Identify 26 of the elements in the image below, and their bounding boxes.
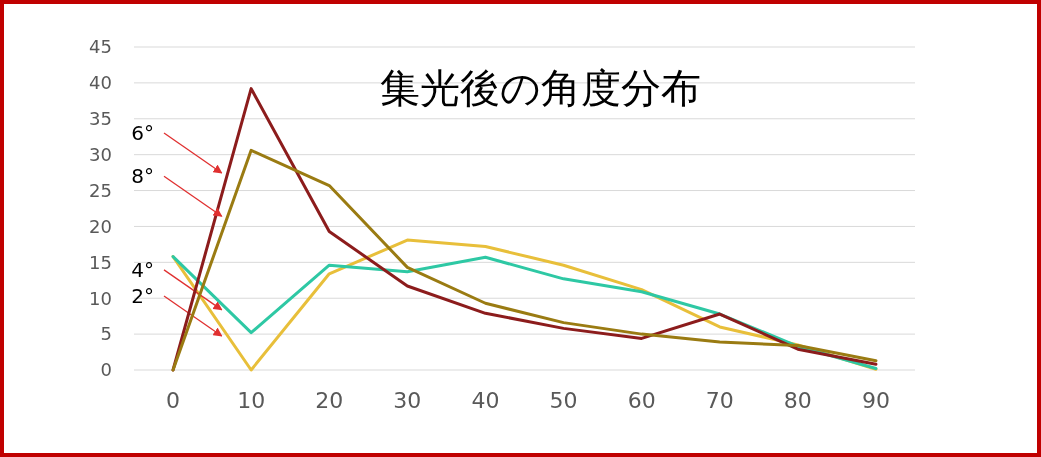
y-tick-label: 30 — [89, 143, 112, 165]
text: 集光後の角度分布 — [379, 65, 701, 111]
text: 8° — [131, 164, 154, 189]
x-tick-label: 70 — [705, 388, 734, 413]
y-tick-label: 25 — [89, 179, 112, 201]
y-tick-label: 10 — [89, 287, 112, 309]
x-tick-label: 40 — [471, 388, 500, 413]
y-tick-label: 15 — [89, 251, 112, 273]
x-tick-label: 80 — [783, 388, 812, 413]
y-tick-label: 40 — [89, 72, 112, 94]
x-tick-label: 20 — [315, 388, 344, 413]
y-tick-label: 0 — [100, 359, 112, 381]
series-label: 4° — [131, 257, 154, 282]
line-series — [171, 148, 878, 372]
x-tick-label: 60 — [627, 388, 656, 413]
y-tick-label: 45 — [89, 36, 112, 58]
x-tick-label: 10 — [237, 388, 266, 413]
text: 6° — [131, 121, 154, 146]
x-tick-label: 30 — [393, 388, 422, 413]
series-label: 2° — [131, 283, 154, 308]
y-tick-label: 5 — [100, 323, 112, 345]
x-tick-label: 90 — [861, 388, 890, 413]
y-tick-label: 35 — [89, 108, 112, 130]
x-tick-label: 0 — [166, 388, 181, 413]
x-tick-label: 50 — [549, 388, 578, 413]
y-tick-label: 20 — [89, 215, 112, 237]
